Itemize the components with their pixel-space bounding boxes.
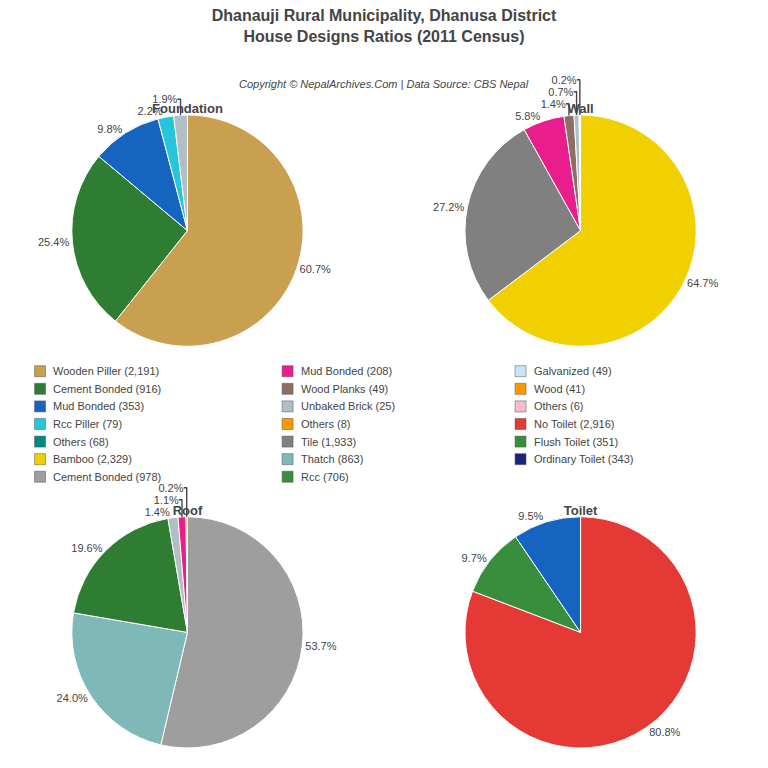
svg-text:1.4%: 1.4%	[145, 506, 170, 518]
svg-text:No Toilet (2,916): No Toilet (2,916)	[534, 418, 615, 430]
svg-text:Galvanized (49): Galvanized (49)	[534, 365, 612, 377]
svg-text:1.9%: 1.9%	[152, 93, 177, 105]
svg-text:Cement Bonded (916): Cement Bonded (916)	[53, 383, 161, 395]
svg-text:9.5%: 9.5%	[518, 510, 543, 522]
svg-text:Cement Bonded (978): Cement Bonded (978)	[53, 471, 161, 483]
svg-text:Roof: Roof	[173, 503, 203, 518]
svg-text:Flush Toilet (351): Flush Toilet (351)	[534, 436, 618, 448]
svg-text:Mud Bonded (208): Mud Bonded (208)	[301, 365, 392, 377]
svg-text:Wood Planks (49): Wood Planks (49)	[301, 383, 388, 395]
svg-text:9.8%: 9.8%	[97, 123, 122, 135]
svg-text:Unbaked Brick (25): Unbaked Brick (25)	[301, 400, 395, 412]
svg-text:0.7%: 0.7%	[548, 86, 573, 98]
svg-text:Ordinary Toilet (343): Ordinary Toilet (343)	[534, 453, 633, 465]
svg-text:Others (68): Others (68)	[53, 436, 109, 448]
svg-text:0.2%: 0.2%	[158, 482, 183, 494]
svg-text:Bamboo (2,329): Bamboo (2,329)	[53, 453, 132, 465]
svg-text:80.8%: 80.8%	[649, 726, 680, 738]
svg-text:Others (8): Others (8)	[301, 418, 351, 430]
svg-text:1.4%: 1.4%	[541, 98, 566, 110]
svg-text:Others (6): Others (6)	[534, 400, 584, 412]
svg-text:Mud Bonded (353): Mud Bonded (353)	[53, 400, 144, 412]
svg-text:Rcc Piller (79): Rcc Piller (79)	[53, 418, 122, 430]
svg-text:Copyright © NepalArchives.Com: Copyright © NepalArchives.Com | Data Sou…	[239, 78, 529, 90]
svg-text:0.2%: 0.2%	[552, 74, 577, 86]
svg-text:60.7%: 60.7%	[300, 263, 331, 275]
svg-text:Wall: Wall	[567, 101, 593, 116]
svg-text:Foundation: Foundation	[152, 101, 223, 116]
svg-text:25.4%: 25.4%	[38, 236, 69, 248]
svg-text:Rcc (706): Rcc (706)	[301, 471, 349, 483]
svg-text:5.8%: 5.8%	[515, 110, 540, 122]
svg-text:2.2%: 2.2%	[137, 105, 162, 117]
svg-text:9.7%: 9.7%	[462, 552, 487, 564]
svg-text:64.7%: 64.7%	[687, 277, 718, 289]
svg-text:Wooden Piller (2,191): Wooden Piller (2,191)	[53, 365, 159, 377]
svg-text:1.1%: 1.1%	[154, 494, 179, 506]
svg-text:Tile (1,933): Tile (1,933)	[301, 436, 356, 448]
svg-text:27.2%: 27.2%	[433, 201, 464, 213]
svg-text:Wood (41): Wood (41)	[534, 383, 585, 395]
svg-text:Toilet: Toilet	[564, 503, 598, 518]
svg-text:Thatch (863): Thatch (863)	[301, 453, 363, 465]
svg-text:53.7%: 53.7%	[305, 640, 336, 652]
svg-text:Dhanauji Rural Municipality, D: Dhanauji Rural Municipality, Dhanusa Dis…	[212, 7, 557, 45]
svg-text:24.0%: 24.0%	[57, 692, 88, 704]
svg-text:19.6%: 19.6%	[71, 542, 102, 554]
